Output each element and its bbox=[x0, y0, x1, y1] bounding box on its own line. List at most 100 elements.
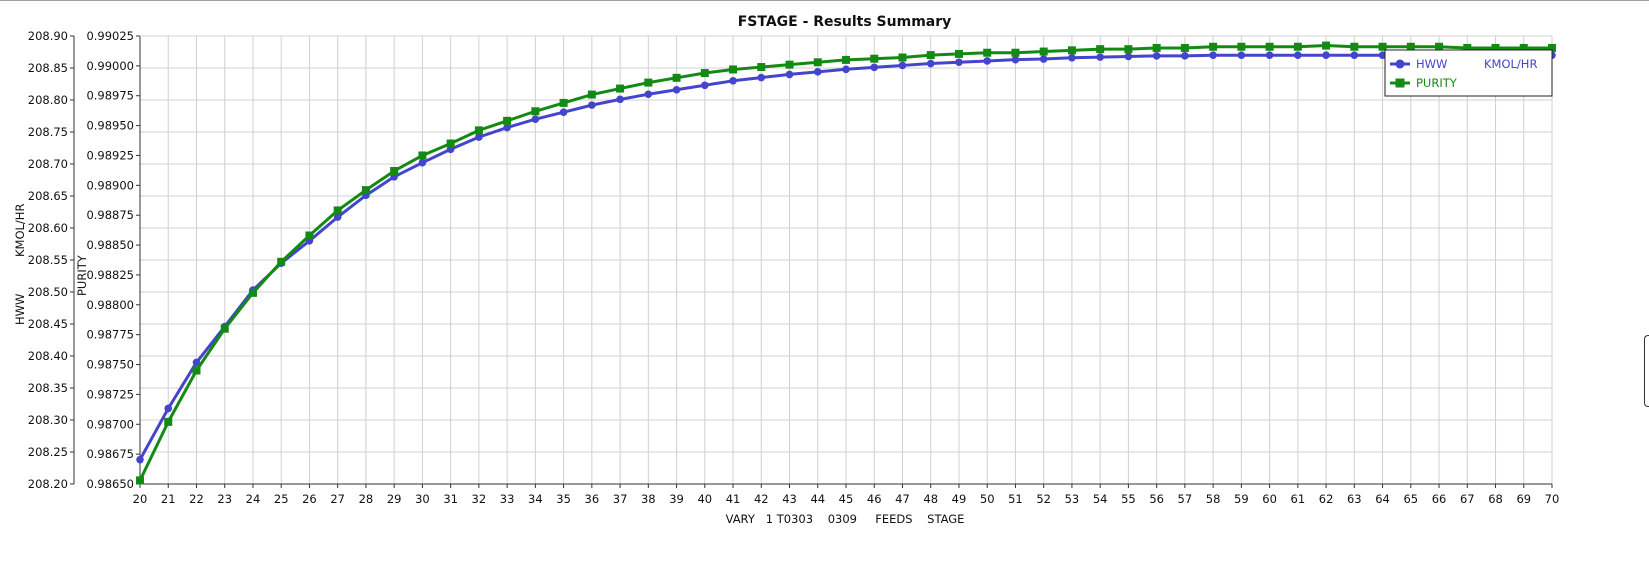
legend-box bbox=[1384, 49, 1553, 97]
purity-data-point bbox=[1406, 42, 1415, 51]
legend-hww-unit: KMOL/HR bbox=[1484, 57, 1537, 71]
hww-data-point bbox=[785, 70, 794, 79]
purity-axis-ticks: 0.99025 0.99000 0.98975 0.98950 0.98925 0.989… bbox=[86, 29, 140, 491]
x-tick-label: 50 bbox=[980, 492, 995, 506]
purity-data-point bbox=[503, 116, 512, 125]
hww-data-point bbox=[898, 61, 907, 70]
y2-tick-label: 0.98675 bbox=[86, 447, 134, 461]
series-layer bbox=[136, 41, 1556, 485]
y1-tick-label: 208.30 bbox=[28, 413, 68, 427]
purity-data-point bbox=[842, 55, 850, 64]
hww-data-point bbox=[192, 358, 201, 367]
purity-data-point bbox=[757, 63, 766, 72]
y1-tick-label: 208.75 bbox=[28, 125, 68, 139]
x-tick-label: 20 bbox=[133, 492, 148, 506]
x-tick-label: 35 bbox=[556, 492, 571, 506]
hww-data-point bbox=[1039, 55, 1048, 63]
purity-data-point bbox=[361, 186, 370, 195]
purity-data-point bbox=[1491, 43, 1500, 52]
hww-data-point bbox=[729, 77, 737, 85]
hww-data-point bbox=[870, 63, 879, 72]
x-tick-label: 68 bbox=[1488, 492, 1503, 506]
hww-data-point bbox=[1152, 52, 1161, 60]
purity-data-point bbox=[390, 166, 399, 175]
hww-data-point bbox=[672, 85, 681, 94]
y2-tick-label: 0.98975 bbox=[86, 89, 134, 103]
hww-data-point bbox=[1124, 52, 1133, 61]
y1-tick-label: 208.85 bbox=[28, 61, 68, 75]
x-tick-label: 22 bbox=[189, 492, 204, 506]
purity-data-point bbox=[559, 98, 568, 107]
y1-tick-label: 208.45 bbox=[28, 317, 68, 331]
purity-data-point bbox=[1265, 42, 1274, 51]
hww-data-point bbox=[1265, 51, 1274, 59]
purity-data-point bbox=[1096, 45, 1105, 54]
purity-data-point bbox=[1067, 46, 1076, 55]
purity-data-point bbox=[729, 65, 738, 74]
legend-purity-marker bbox=[1395, 78, 1405, 88]
side-resize-handle[interactable] bbox=[1644, 335, 1649, 407]
hww-data-point bbox=[1294, 51, 1302, 59]
purity-data-point bbox=[898, 53, 907, 62]
y2-tick-label: 0.98775 bbox=[86, 328, 134, 342]
x-tick-label: 42 bbox=[754, 492, 769, 506]
hww-data-point bbox=[1011, 55, 1020, 64]
hww-data-point bbox=[983, 57, 991, 65]
x-tick-label: 25 bbox=[274, 492, 289, 506]
hww-data-point bbox=[588, 101, 596, 109]
x-tick-label: 36 bbox=[585, 492, 600, 506]
hww-data-point bbox=[842, 65, 850, 74]
purity-data-point bbox=[1039, 47, 1048, 56]
hww-data-point bbox=[531, 115, 540, 123]
purity-data-point bbox=[1152, 43, 1161, 52]
x-tick-label: 46 bbox=[867, 492, 882, 506]
purity-data-point bbox=[1209, 42, 1218, 51]
y2-tick-label: 0.98850 bbox=[86, 238, 134, 252]
hww-data-point bbox=[164, 404, 173, 413]
x-axis-label: VARY 1 T0303 0309 FEEDS STAGE bbox=[726, 512, 965, 526]
y2-tick-label: 0.98800 bbox=[86, 298, 134, 312]
plot-frame bbox=[73, 35, 1552, 485]
x-tick-label: 61 bbox=[1291, 492, 1306, 506]
hww-data-point bbox=[1237, 51, 1246, 59]
purity-data-point bbox=[1519, 43, 1528, 52]
y1-tick-label: 208.70 bbox=[28, 157, 68, 171]
hww-data-point bbox=[1322, 51, 1330, 59]
purity-data-point bbox=[192, 366, 201, 375]
x-tick-label: 38 bbox=[641, 492, 656, 506]
x-tick-label: 65 bbox=[1403, 492, 1418, 506]
x-tick-label: 26 bbox=[302, 492, 317, 506]
x-tick-label: 59 bbox=[1234, 492, 1249, 506]
y2-tick-label: 0.98725 bbox=[86, 387, 134, 401]
x-tick-label: 24 bbox=[246, 492, 261, 506]
purity-data-point bbox=[813, 58, 822, 67]
x-tick-label: 45 bbox=[839, 492, 854, 506]
x-tick-label: 33 bbox=[500, 492, 515, 506]
y2-tick-label: 0.98825 bbox=[86, 268, 134, 282]
legend-hww-marker bbox=[1395, 59, 1405, 69]
hww-data-point bbox=[1209, 51, 1217, 59]
y1-tick-label: 208.40 bbox=[28, 349, 68, 363]
window-top-border bbox=[0, 0, 1649, 1]
purity-data-point bbox=[785, 60, 794, 69]
hww-data-point bbox=[701, 81, 709, 90]
hww-data-point bbox=[1350, 51, 1359, 59]
x-tick-label: 64 bbox=[1375, 492, 1390, 506]
x-tick-label: 62 bbox=[1319, 492, 1334, 506]
x-tick-label: 30 bbox=[415, 492, 430, 506]
x-tick-label: 41 bbox=[726, 492, 741, 506]
x-tick-label: 48 bbox=[923, 492, 938, 506]
x-tick-label: 40 bbox=[697, 492, 712, 506]
purity-data-point bbox=[1237, 42, 1246, 51]
x-tick-label: 28 bbox=[359, 492, 374, 506]
x-tick-label: 21 bbox=[161, 492, 176, 506]
grid bbox=[139, 35, 1553, 485]
legend-hww-label: HWW bbox=[1416, 57, 1447, 71]
x-tick-label: 32 bbox=[472, 492, 487, 506]
x-tick-label: 51 bbox=[1008, 492, 1023, 506]
purity-data-point bbox=[672, 73, 681, 82]
legend-purity-label: PURITY bbox=[1416, 76, 1458, 90]
x-tick-label: 53 bbox=[1065, 492, 1080, 506]
purity-data-point bbox=[248, 288, 257, 297]
x-tick-label: 56 bbox=[1149, 492, 1164, 506]
